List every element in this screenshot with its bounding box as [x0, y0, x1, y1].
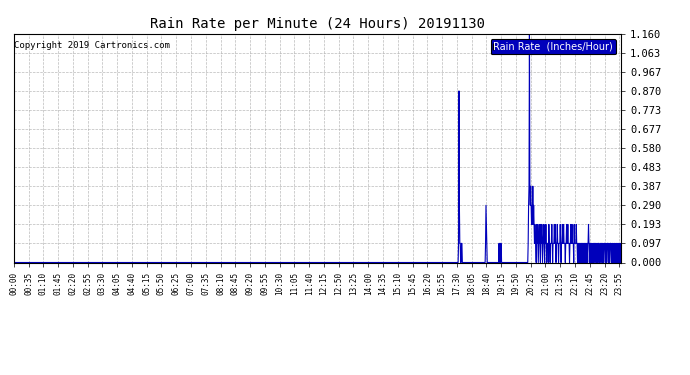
Text: Copyright 2019 Cartronics.com: Copyright 2019 Cartronics.com [14, 40, 170, 50]
Title: Rain Rate per Minute (24 Hours) 20191130: Rain Rate per Minute (24 Hours) 20191130 [150, 17, 485, 31]
Legend: Rain Rate  (Inches/Hour): Rain Rate (Inches/Hour) [491, 39, 616, 54]
